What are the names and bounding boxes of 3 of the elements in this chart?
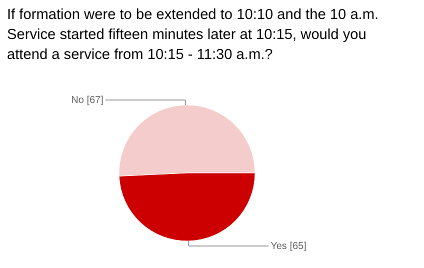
slice-label: No [67]	[71, 95, 104, 106]
chart-title: If formation were to be extended to 10:10 and the 10 a.m. Service started fifteen minutes later at 10:15, would you attend a service from 10:15 - 11:30 a.m.?	[7, 7, 379, 63]
slice-label: Yes [65]	[270, 240, 307, 252]
